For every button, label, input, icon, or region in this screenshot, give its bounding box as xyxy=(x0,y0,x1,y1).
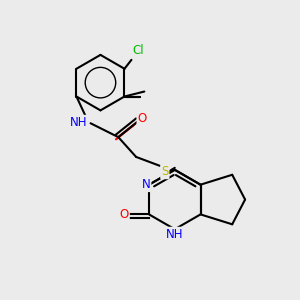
Text: Cl: Cl xyxy=(133,44,144,57)
Text: O: O xyxy=(120,208,129,221)
Text: S: S xyxy=(161,165,169,178)
Text: NH: NH xyxy=(70,116,87,129)
Text: NH: NH xyxy=(166,228,184,241)
Text: N: N xyxy=(142,178,150,191)
Text: O: O xyxy=(137,112,147,125)
